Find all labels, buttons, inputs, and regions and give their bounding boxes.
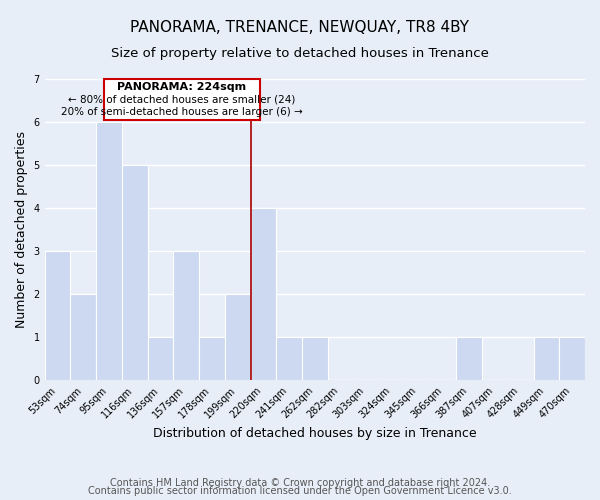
Bar: [96, 122, 122, 380]
Text: PANORAMA: 224sqm: PANORAMA: 224sqm: [117, 82, 246, 92]
Bar: [148, 337, 173, 380]
Text: 20% of semi-detached houses are larger (6) →: 20% of semi-detached houses are larger (…: [61, 106, 302, 117]
Y-axis label: Number of detached properties: Number of detached properties: [15, 131, 28, 328]
Bar: [44, 251, 70, 380]
Bar: [122, 165, 148, 380]
Bar: [457, 337, 482, 380]
Text: Contains HM Land Registry data © Crown copyright and database right 2024.: Contains HM Land Registry data © Crown c…: [110, 478, 490, 488]
Text: PANORAMA, TRENANCE, NEWQUAY, TR8 4BY: PANORAMA, TRENANCE, NEWQUAY, TR8 4BY: [131, 20, 470, 35]
Bar: [559, 337, 585, 380]
Text: ← 80% of detached houses are smaller (24): ← 80% of detached houses are smaller (24…: [68, 94, 295, 104]
Text: Size of property relative to detached houses in Trenance: Size of property relative to detached ho…: [111, 48, 489, 60]
Bar: [533, 337, 559, 380]
Bar: [276, 337, 302, 380]
Bar: [70, 294, 96, 380]
FancyBboxPatch shape: [104, 79, 260, 120]
Bar: [173, 251, 199, 380]
Text: Contains public sector information licensed under the Open Government Licence v3: Contains public sector information licen…: [88, 486, 512, 496]
Bar: [199, 337, 225, 380]
X-axis label: Distribution of detached houses by size in Trenance: Distribution of detached houses by size …: [153, 427, 476, 440]
Bar: [225, 294, 251, 380]
Bar: [302, 337, 328, 380]
Bar: [251, 208, 276, 380]
